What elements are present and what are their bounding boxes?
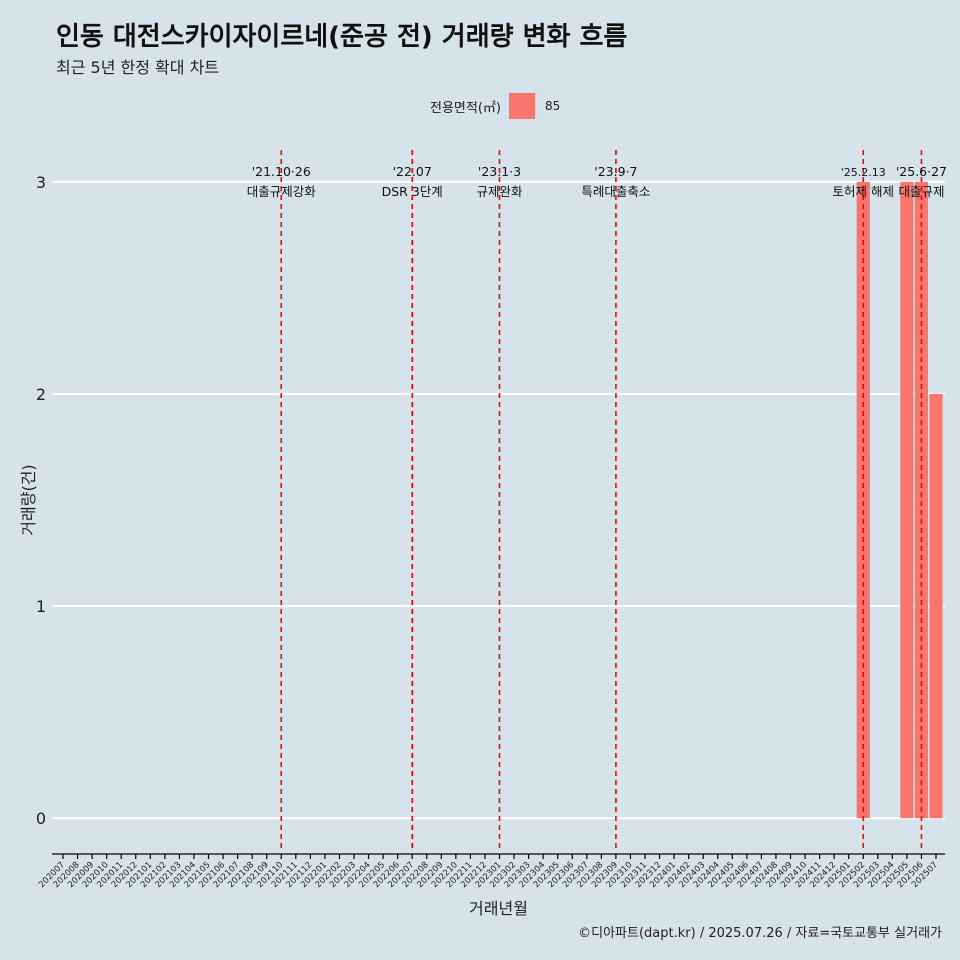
event-date: '23.9·7 [594,164,637,179]
event-date: '23.1·3 [478,164,521,179]
event-label: 대출규제강화 [247,184,317,199]
y-tick-label: 3 [36,173,46,192]
event-label: 규제완화 [476,184,523,199]
y-tick-label: 2 [36,385,46,404]
legend-title: 전용면적(㎡) [430,100,501,116]
x-axis-title: 거래년월 [469,899,528,918]
bar [914,181,929,819]
bar [900,181,914,819]
bar [929,393,943,819]
event-label: 대출규제 [898,184,944,199]
y-tick-label: 0 [36,809,46,828]
event-date: '25.2.13 [841,166,886,179]
event-date: '25.6·27 [896,164,947,179]
chart-title: 인동 대전스카이자이르네(준공 전) 거래량 변화 흐름 [56,22,628,52]
legend-value: 85 [544,99,561,113]
event-label: 특례대출축소 [581,184,650,199]
legend: 전용면적(㎡) 85 [430,93,560,119]
y-axis-title: 거래량(건) [19,464,38,535]
y-tick-label: 1 [36,597,46,616]
event-date: '21.10·26 [252,164,311,179]
caption: ©디아파트(dapt.kr) / 2025.07.26 / 자료=국토교통부 실… [578,926,942,941]
event-label: 토허제 해제 [833,184,894,199]
event-label: DSR 3단계 [382,184,443,199]
chart-subtitle: 최근 5년 한정 확대 차트 [56,58,220,77]
legend-swatch [508,93,535,119]
event-date: '22.07 [393,164,432,179]
bar [856,181,870,819]
